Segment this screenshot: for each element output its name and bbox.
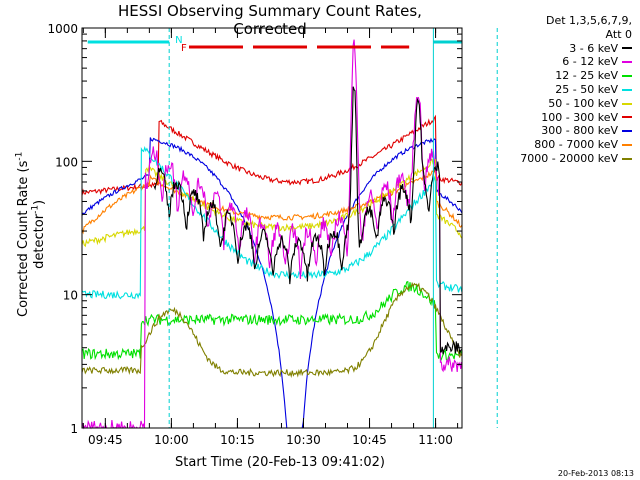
x-tick-label: 10:30	[286, 433, 321, 447]
legend-entry: 800 - 7000 keV	[482, 138, 632, 152]
series-line-6-12-kev	[81, 39, 463, 430]
night-label: N	[175, 35, 182, 46]
legend-entry-label: 12 - 25 keV	[555, 69, 618, 83]
series-line-50-100-kev	[81, 158, 463, 248]
legend: Det 1,3,5,6,7,9, Att 0 3 - 6 keV 6 - 12 k…	[482, 14, 632, 166]
legend-header-line2: Att 0	[605, 27, 632, 41]
flare-label: F	[181, 43, 187, 54]
legend-entry: 50 - 100 keV	[482, 97, 632, 111]
legend-swatch	[622, 116, 632, 119]
legend-swatch	[622, 102, 632, 105]
legend-entry: 25 - 50 keV	[482, 83, 632, 97]
legend-swatch	[622, 157, 632, 160]
legend-entry-label: 50 - 100 keV	[548, 96, 618, 110]
x-tick-label: 10:15	[220, 433, 255, 447]
plot-frame	[81, 27, 463, 429]
series-line-3-6-kev	[153, 86, 462, 355]
legend-entry-label: 300 - 800 keV	[541, 124, 618, 138]
legend-entry-label: 800 - 7000 keV	[534, 138, 618, 152]
legend-swatch	[622, 75, 632, 78]
legend-swatch	[622, 47, 632, 50]
x-axis-label: Start Time (20-Feb-13 09:41:02)	[175, 455, 385, 470]
legend-entry-label: 7000 - 20000 keV	[520, 151, 618, 165]
y-tick-label: 10	[63, 289, 78, 303]
x-tick-label: 10:00	[154, 433, 189, 447]
legend-swatch	[622, 144, 632, 147]
y-tick-label: 1000	[47, 22, 78, 36]
x-tick-label: 11:00	[418, 433, 453, 447]
y-tick-label: 1	[70, 422, 78, 436]
legend-header-line1: Det 1,3,5,6,7,9,	[545, 14, 632, 27]
legend-entry: 3 - 6 keV	[482, 42, 632, 56]
legend-swatch	[622, 130, 632, 133]
x-tick-label: 09:45	[88, 433, 123, 447]
legend-entry-label: 100 - 300 keV	[541, 110, 618, 124]
y-tick-label: 100	[55, 155, 78, 169]
chart-title: HESSI Observing Summary Count Rates, Cor…	[118, 2, 422, 38]
legend-entry-label: 6 - 12 keV	[562, 55, 618, 69]
series-line-25-50-kev	[81, 145, 463, 300]
legend-swatch	[622, 88, 632, 91]
legend-entry: 7000 - 20000 keV	[482, 152, 632, 166]
y-axis-label: Corrected Count Rate (s-1 detector-1)	[14, 151, 48, 317]
legend-entry-label: 25 - 50 keV	[555, 82, 618, 96]
legend-entry: 6 - 12 keV	[482, 55, 632, 69]
legend-entry: 300 - 800 keV	[482, 124, 632, 138]
legend-entry-label: 3 - 6 keV	[569, 41, 618, 55]
footer-timestamp: 20-Feb-2013 08:13	[557, 469, 634, 478]
series-line-7000-20000-kev	[81, 281, 463, 378]
legend-swatch	[622, 61, 632, 64]
x-tick-label: 10:45	[352, 433, 387, 447]
legend-entry: 100 - 300 keV	[482, 111, 632, 125]
legend-entry: 12 - 25 keV	[482, 69, 632, 83]
